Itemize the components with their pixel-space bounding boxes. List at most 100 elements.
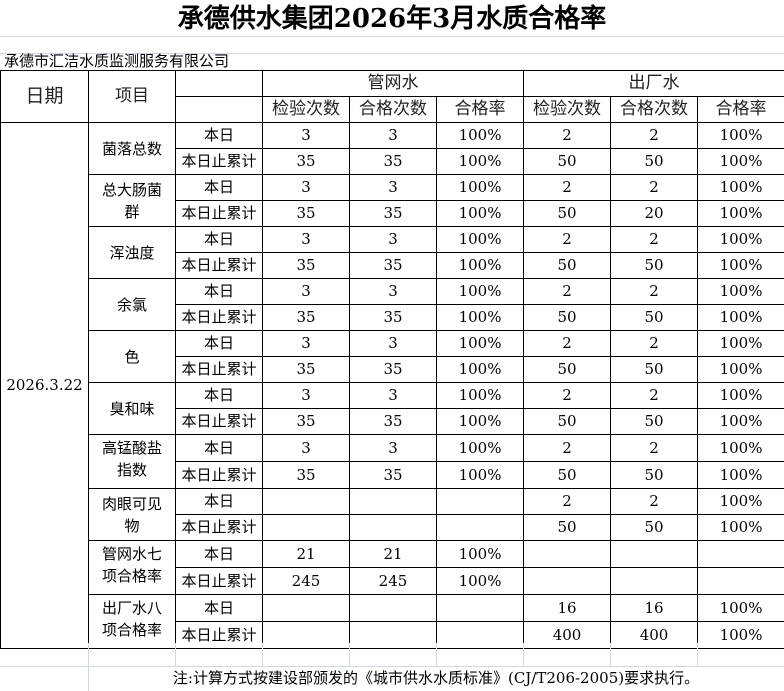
value-cell <box>349 488 437 515</box>
value-cell: 35 <box>262 408 350 435</box>
water-quality-table: 日期 项目 管网水 出厂水 检验次数 合格次数 合格率 检验次数 合格次数 合格… <box>0 70 784 649</box>
value-cell: 245 <box>262 567 350 595</box>
value-cell: 100% <box>435 122 525 149</box>
period-label: 本日 <box>175 540 263 568</box>
period-label: 本日 <box>175 488 263 515</box>
value-cell: 100% <box>697 174 784 201</box>
value-cell: 100% <box>697 200 784 227</box>
value-cell: 50 <box>523 514 612 541</box>
header-blank <box>175 96 263 123</box>
value-cell: 2 <box>523 488 612 515</box>
value-cell: 50 <box>523 356 612 383</box>
period-label: 本日止累计 <box>175 408 263 435</box>
table-row: 肉眼可见物 本日 2 2 100% <box>1 488 784 541</box>
value-cell: 21 <box>262 540 350 568</box>
footnote: 注:计算方式按建设部颁发的《城市供水水质标准》(CJ/T206-2005)要求执… <box>172 669 700 687</box>
value-cell <box>435 514 525 541</box>
date-cell: 2026.3.22 <box>0 122 89 649</box>
value-cell: 100% <box>697 408 784 435</box>
header-col: 合格次数 <box>349 96 437 123</box>
period-label: 本日止累计 <box>175 252 263 279</box>
value-cell: 50 <box>610 461 699 489</box>
company-name: 承德市汇洁水质监测服务有限公司 <box>4 52 230 70</box>
value-cell: 100% <box>697 514 784 541</box>
value-cell: 35 <box>262 252 350 279</box>
value-cell: 50 <box>523 200 612 227</box>
table-row: 本日止累计 35 35 100% 50 50 100% <box>1 304 784 331</box>
value-cell: 100% <box>435 356 525 383</box>
value-cell <box>435 594 525 622</box>
table-row: 本日止累计 35 35 100% 50 50 100% <box>1 148 784 175</box>
table-row: 浑浊度 本日 3 3 100% 2 2 100% <box>1 226 784 279</box>
item-name: 管网水七项合格率 <box>88 540 176 595</box>
blank-row <box>0 36 784 54</box>
value-cell: 100% <box>697 148 784 175</box>
value-cell: 100% <box>697 226 784 253</box>
value-cell: 3 <box>349 330 437 357</box>
value-cell: 100% <box>697 382 784 409</box>
value-cell: 3 <box>262 382 350 409</box>
period-label: 本日 <box>175 330 263 357</box>
value-cell: 100% <box>435 174 525 201</box>
table-row: 本日止累计 50 50 100% <box>1 514 784 541</box>
period-label: 本日 <box>175 382 263 409</box>
value-cell: 2 <box>610 382 699 409</box>
value-cell: 3 <box>262 434 350 462</box>
period-label: 本日止累计 <box>175 567 263 595</box>
table-row: 本日止累计 35 35 100% 50 50 100% <box>1 408 784 435</box>
value-cell <box>523 567 612 595</box>
header-pipe-water: 管网水 <box>261 70 525 97</box>
value-cell: 3 <box>349 174 437 201</box>
value-cell: 100% <box>435 461 525 489</box>
value-cell: 400 <box>523 621 612 649</box>
value-cell: 3 <box>349 434 437 462</box>
value-cell <box>262 621 350 649</box>
item-name: 菌落总数 <box>88 122 176 175</box>
value-cell: 50 <box>610 514 699 541</box>
value-cell <box>262 488 350 515</box>
value-cell <box>610 540 699 568</box>
value-cell: 50 <box>523 461 612 489</box>
value-cell: 2 <box>610 226 699 253</box>
value-cell: 2 <box>523 122 612 149</box>
value-cell: 3 <box>262 330 350 357</box>
header-date: 日期 <box>0 70 89 123</box>
value-cell: 3 <box>349 278 437 305</box>
period-label: 本日止累计 <box>175 148 263 175</box>
value-cell: 16 <box>610 594 699 622</box>
table-row: 总大肠菌群 本日 3 3 100% 2 2 100% <box>1 174 784 227</box>
value-cell: 100% <box>435 226 525 253</box>
value-cell: 16 <box>523 594 612 622</box>
value-cell: 50 <box>610 356 699 383</box>
value-cell: 35 <box>262 148 350 175</box>
value-cell: 35 <box>349 304 437 331</box>
value-cell: 100% <box>435 200 525 227</box>
value-cell: 3 <box>262 278 350 305</box>
table-row: 本日止累计 245 245 100% <box>1 567 784 595</box>
value-cell: 100% <box>435 540 525 568</box>
value-cell: 100% <box>435 304 525 331</box>
value-cell: 100% <box>697 621 784 649</box>
value-cell: 35 <box>262 356 350 383</box>
value-cell: 100% <box>435 408 525 435</box>
period-label: 本日 <box>175 594 263 622</box>
header-col: 检验次数 <box>523 96 612 123</box>
value-cell: 100% <box>697 278 784 305</box>
item-name: 余氯 <box>88 278 176 331</box>
value-cell: 50 <box>610 304 699 331</box>
value-cell: 2 <box>610 174 699 201</box>
value-cell: 2 <box>523 382 612 409</box>
value-cell: 50 <box>610 252 699 279</box>
value-cell: 50 <box>523 304 612 331</box>
header-plant-water: 出厂水 <box>523 70 784 97</box>
value-cell: 3 <box>349 226 437 253</box>
value-cell: 2 <box>523 434 612 462</box>
value-cell: 35 <box>262 461 350 489</box>
value-cell: 100% <box>697 122 784 149</box>
period-label: 本日 <box>175 174 263 201</box>
value-cell: 35 <box>262 200 350 227</box>
header-blank <box>175 70 263 97</box>
value-cell: 2 <box>523 174 612 201</box>
header-item: 项目 <box>88 70 176 123</box>
value-cell <box>697 540 784 568</box>
